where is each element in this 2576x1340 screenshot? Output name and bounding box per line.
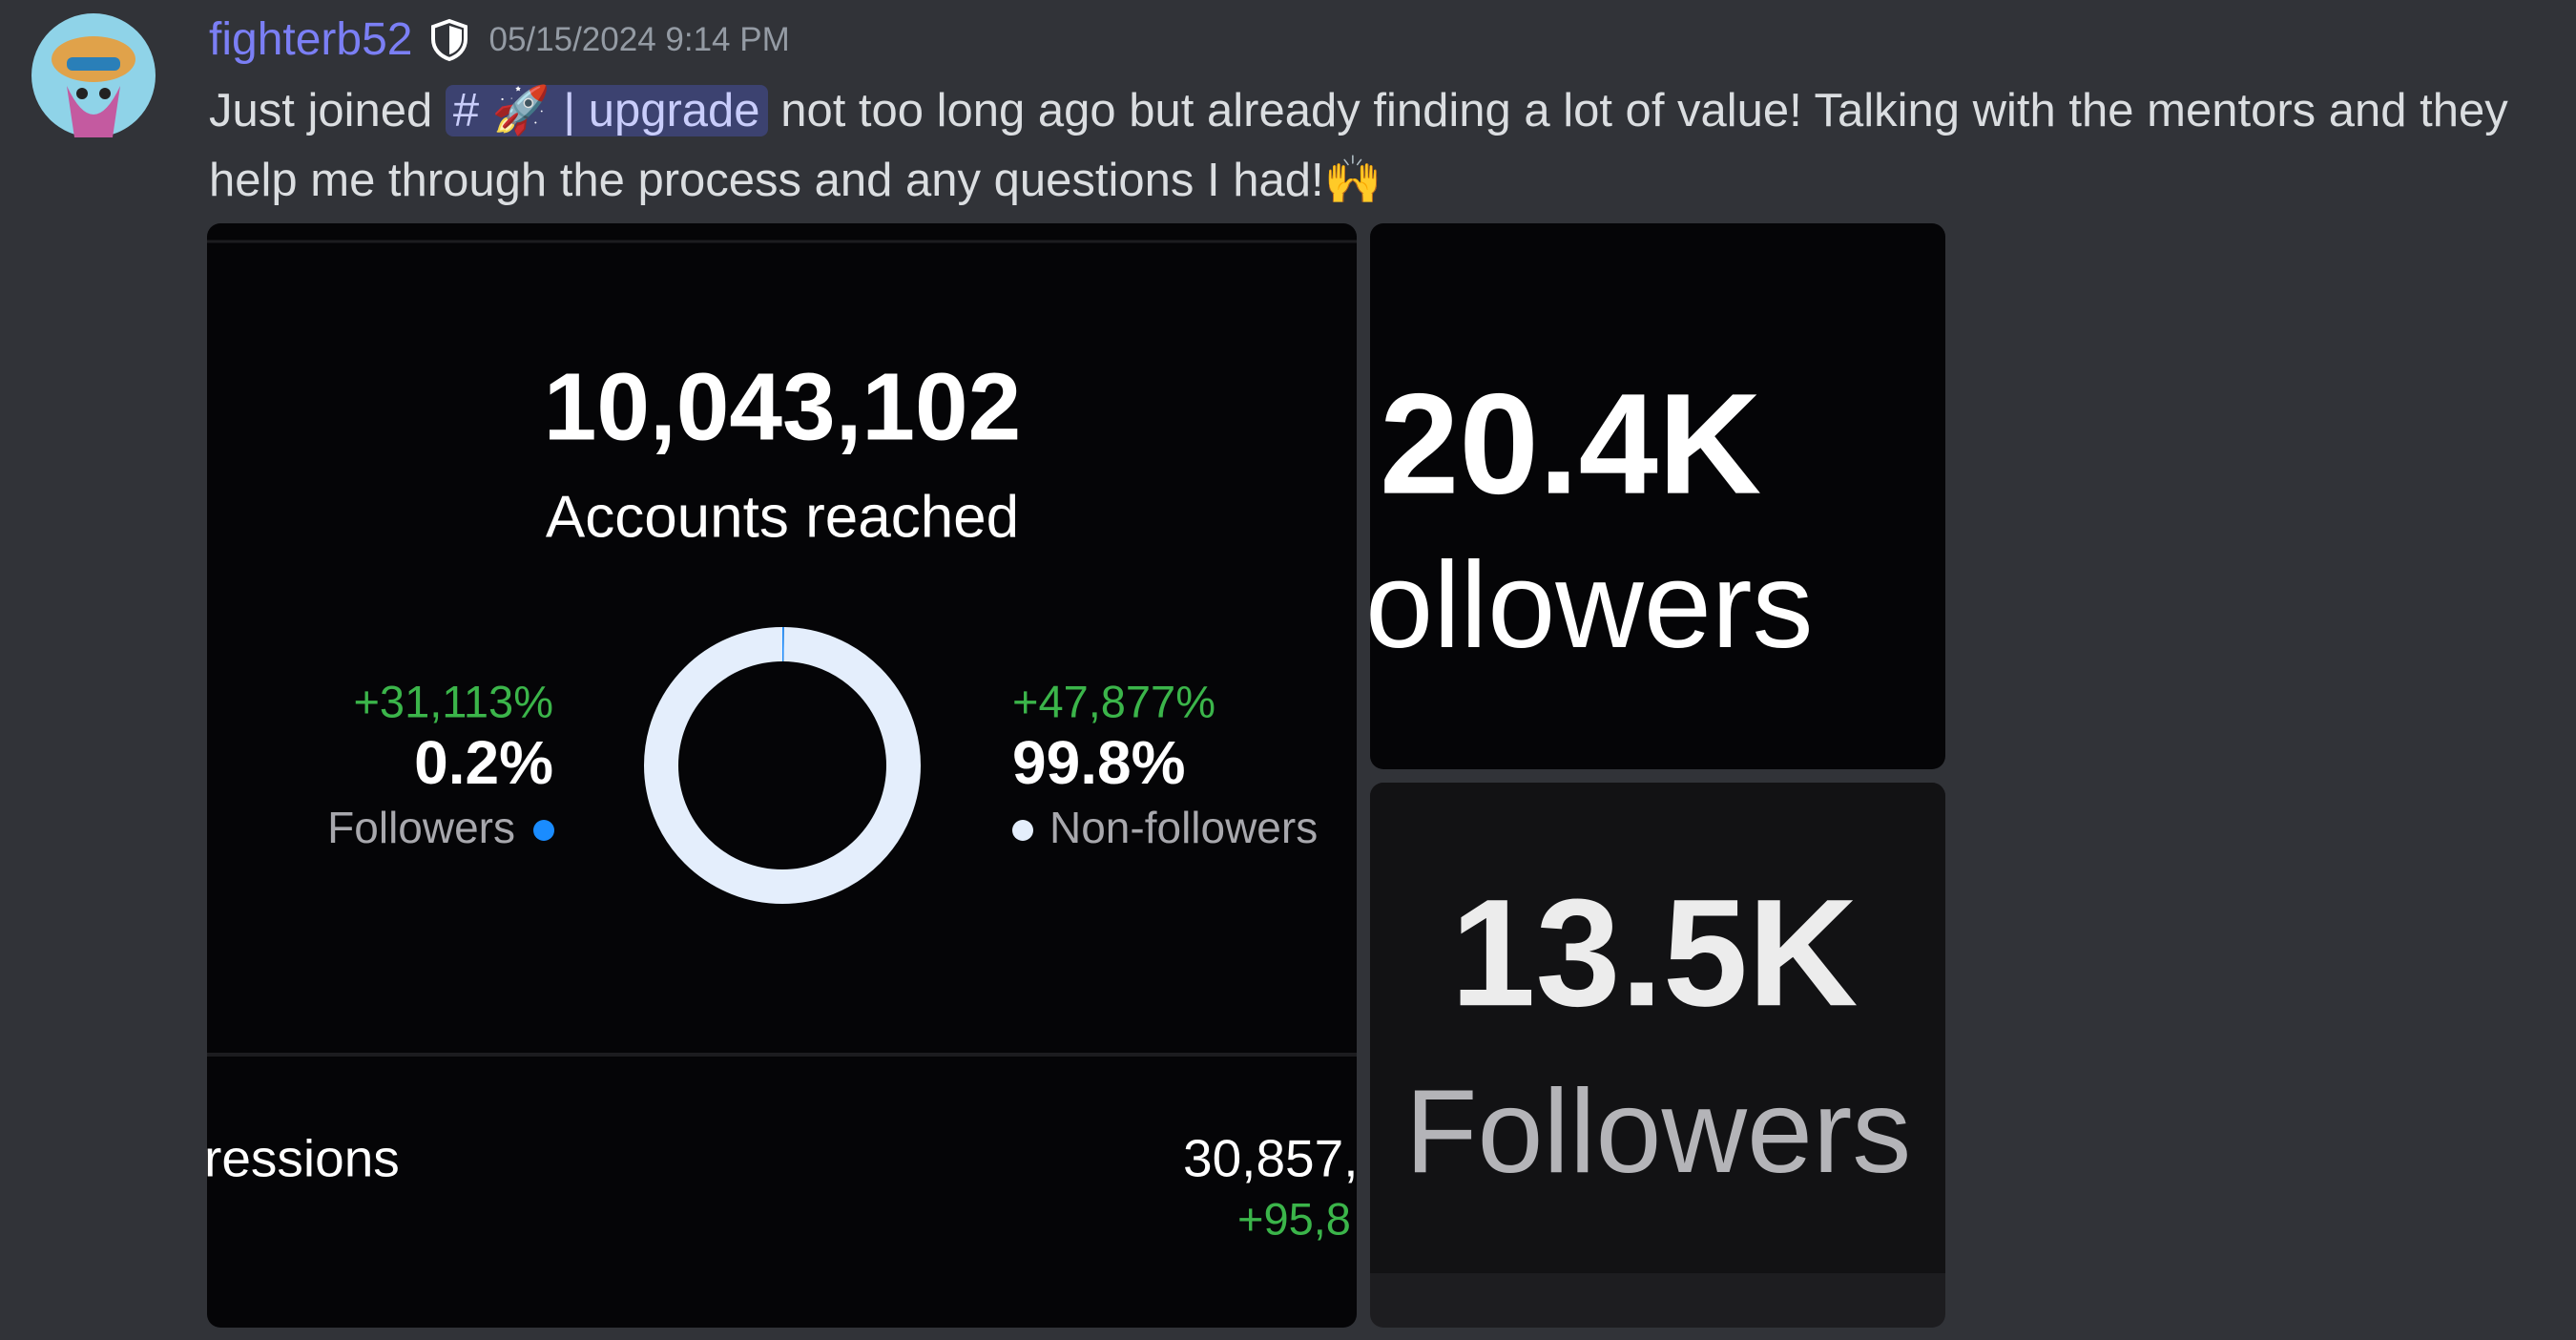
share: 99.8% — [1012, 728, 1185, 797]
avatar[interactable] — [31, 13, 156, 137]
followers-value: 13.5K — [1451, 867, 1859, 1037]
timestamp: 05/15/2024 9:14 PM — [488, 20, 790, 58]
row-value: 30,857, — [1183, 1129, 1359, 1188]
followers-label: Followers — [1405, 1066, 1912, 1198]
message-header: fighterb52 05/15/2024 9:14 PM — [209, 13, 790, 66]
followers-image[interactable]: 13.5K Followers — [1370, 783, 1945, 1328]
role-icon — [430, 18, 467, 61]
share: 0.2% — [414, 728, 553, 797]
legend-dot — [533, 820, 554, 841]
change: +47,877% — [1012, 676, 1215, 726]
segment-name: Non-followers — [1049, 803, 1318, 852]
followers-value: 20.4K — [1380, 364, 1761, 524]
message-body: Just joined # 🚀 | upgrade not too long a… — [209, 76, 2546, 216]
author[interactable]: fighterb52 — [209, 14, 413, 65]
followers-image[interactable]: 20.4K ollowers — [1365, 223, 1945, 769]
channel-mention[interactable]: # 🚀 | upgrade — [445, 85, 768, 136]
message-text: not too long ago but already finding a l… — [209, 85, 2508, 206]
row-label: ressions — [204, 1129, 400, 1188]
change: +31,113% — [353, 676, 553, 726]
message-text: Just joined — [209, 85, 433, 136]
followers-label: ollowers — [1365, 537, 1814, 674]
segment-name: Followers — [327, 803, 515, 852]
row-change: +95,8 — [1237, 1193, 1351, 1244]
donut — [644, 627, 921, 904]
image-background — [1370, 223, 1945, 769]
donut-segment — [644, 627, 921, 904]
insights-image[interactable]: 10,043,102 Accounts reached +31,113% 0.2… — [204, 223, 1359, 1328]
legend-dot — [1012, 820, 1033, 841]
reach-label: Accounts reached — [546, 484, 1019, 550]
reach-value: 10,043,102 — [544, 353, 1022, 460]
image-background — [207, 223, 1357, 1328]
image-panel — [1370, 783, 1945, 1273]
